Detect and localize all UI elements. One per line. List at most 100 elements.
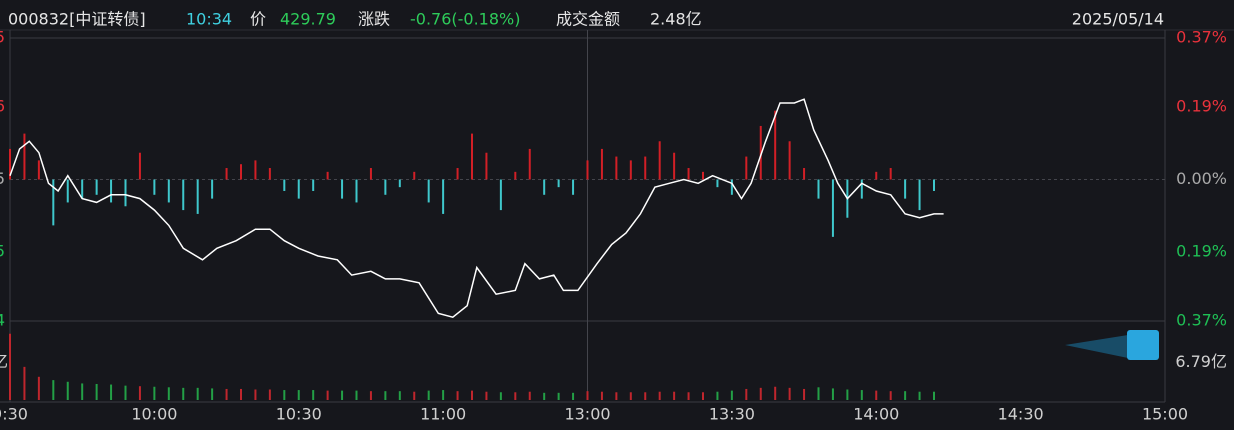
volume-left-label: 亿: [0, 352, 8, 371]
change-bar: [124, 179, 127, 207]
change-bar: [803, 168, 806, 180]
volume-bar: [268, 389, 271, 400]
change-bar: [138, 152, 141, 180]
change-bar: [211, 179, 214, 199]
change-bar: [23, 133, 26, 180]
volume-bar: [687, 392, 690, 400]
volume-bar: [427, 390, 430, 400]
turnover: 2.48亿: [650, 10, 702, 29]
y-left-tick-label: 6: [0, 96, 5, 115]
volume-bar: [860, 390, 863, 400]
turnover-label: 成交金额: [556, 10, 620, 29]
volume-bar: [341, 390, 344, 400]
change-bar: [384, 179, 387, 195]
volume-bar: [456, 391, 459, 400]
volume-bar: [658, 391, 661, 400]
change-bar: [312, 179, 315, 191]
change-label: 涨跌: [358, 10, 390, 29]
price: 429.79: [280, 10, 336, 29]
volume-bar: [23, 366, 26, 400]
volume-bar: [196, 387, 199, 400]
change-bar: [730, 179, 733, 195]
change-bar: [398, 179, 401, 188]
change-bar: [442, 179, 445, 214]
change-bar: [225, 168, 228, 180]
volume-bar: [153, 386, 156, 400]
widget-glow: [1065, 335, 1128, 358]
change-bar: [904, 179, 907, 199]
x-tick-label: 10:00: [131, 405, 177, 424]
x-tick-label: 13:30: [709, 405, 755, 424]
price-line: [9, 98, 944, 319]
change-bar: [644, 156, 647, 180]
volume-bar: [831, 388, 834, 400]
change-bar: [745, 156, 748, 180]
change-bar: [182, 179, 185, 211]
volume-bar: [730, 390, 733, 400]
x-tick-label: 13:00: [564, 405, 610, 424]
change-bar: [658, 141, 661, 180]
float-widget[interactable]: [1065, 330, 1159, 360]
date: 2025/05/14: [1072, 10, 1164, 29]
volume-bar: [326, 390, 329, 400]
change-bar: [427, 179, 430, 203]
code: 000832[中证转债]: [8, 10, 146, 29]
y-left-tick-label: 5: [0, 242, 5, 261]
volume-bar: [803, 388, 806, 400]
price-label: 价: [250, 10, 266, 29]
volume-bar: [369, 391, 372, 400]
y-left-tick-label: 4: [0, 311, 5, 330]
change-bar: [240, 164, 242, 180]
volume-bar: [254, 389, 257, 400]
volume-bar: [442, 390, 445, 400]
volume-bar: [384, 391, 387, 400]
volume-bar: [297, 390, 300, 400]
volume-bar: [586, 391, 589, 400]
change-bar: [687, 168, 690, 180]
volume-bar: [629, 392, 632, 400]
y-left-tick-label: 5: [0, 28, 5, 47]
x-tick-label: 14:00: [853, 405, 899, 424]
volume-bar: [528, 391, 531, 400]
change-bar: [860, 179, 863, 199]
change-bar: [528, 148, 531, 180]
volume-bar: [759, 387, 762, 400]
volume-bar: [644, 392, 647, 400]
change-bar: [817, 179, 820, 199]
change-bar: [673, 152, 676, 180]
change-bar: [875, 171, 878, 180]
change-bar: [557, 179, 560, 188]
x-tick-label: 10:30: [276, 405, 322, 424]
change: -0.76(-0.18%): [410, 10, 520, 29]
change-bar: [37, 160, 40, 180]
y-left-tick-label: 5: [0, 169, 5, 188]
volume-bar: [745, 388, 748, 400]
volume-bar: [485, 391, 488, 400]
change-bar: [369, 168, 372, 180]
change-bar: [889, 168, 892, 180]
change-bar: [918, 179, 921, 211]
x-tick-label: 14:30: [998, 405, 1044, 424]
y-tick-label: 0.19%: [1176, 96, 1227, 115]
change-bar: [297, 179, 300, 199]
volume-bar: [138, 386, 141, 400]
volume-bar: [889, 391, 892, 400]
change-bar: [471, 133, 473, 180]
widget-button[interactable]: [1127, 330, 1159, 360]
change-bar: [456, 168, 459, 180]
volume-bar: [124, 385, 127, 400]
change-bar: [95, 179, 98, 195]
volume-bar: [37, 376, 40, 400]
change-bar: [615, 156, 618, 180]
change-bar: [110, 179, 113, 203]
change-bar: [268, 168, 271, 180]
y-tick-label: 0.19%: [1176, 242, 1227, 261]
volume-bar: [312, 390, 315, 400]
change-bar: [81, 179, 84, 199]
change-bar: [413, 171, 416, 180]
change-bar: [485, 152, 488, 180]
volume-bar: [66, 381, 69, 400]
volume-bar: [225, 388, 228, 400]
change-bar: [355, 179, 358, 203]
